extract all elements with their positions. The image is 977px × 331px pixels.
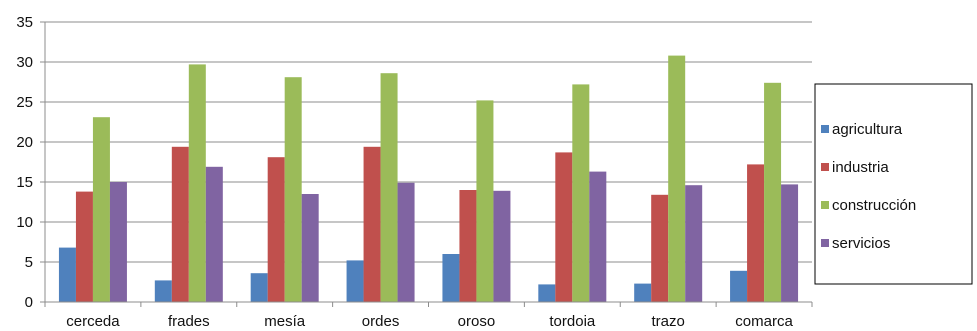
bar-industria-oroso	[459, 190, 477, 302]
legend-label: servicios	[832, 235, 890, 252]
y-tick-label: 20	[16, 134, 33, 151]
bar-agricultura-mesa	[250, 273, 268, 302]
bar-servicios-frades	[205, 166, 223, 302]
legend-swatch	[821, 201, 829, 209]
bar-industria-mesa	[267, 157, 285, 302]
legend-swatch	[821, 239, 829, 247]
y-tick-label: 15	[16, 174, 33, 191]
bar-servicios-cerceda	[109, 182, 127, 302]
legend-label: industria	[832, 159, 889, 176]
bar-agricultura-trazo	[634, 283, 652, 302]
axes: 0 5 10 15 20 25 30 35 cerceda frades mesía ordes oro…	[16, 14, 813, 330]
y-tick-label: 0	[25, 294, 33, 311]
bar-construccin-ordes	[380, 73, 398, 302]
x-tick-label: comarca	[735, 313, 793, 330]
y-tick-label: 5	[25, 254, 33, 271]
bar-industria-comarca	[747, 164, 765, 302]
bar-industria-tordoia	[555, 152, 573, 302]
x-tick-label: cerceda	[66, 313, 120, 330]
bar-industria-cerceda	[75, 191, 93, 302]
bar-industria-ordes	[363, 146, 381, 302]
bar-agricultura-tordoia	[538, 284, 556, 302]
bar-agricultura-frades	[154, 280, 172, 302]
bar-agricultura-cerceda	[58, 247, 76, 302]
legend-box	[814, 83, 973, 285]
x-tick-label: trazo	[652, 313, 685, 330]
bar-industria-trazo	[651, 194, 669, 302]
bar-industria-frades	[171, 146, 189, 302]
bar-servicios-comarca	[781, 184, 799, 302]
bar-construccin-oroso	[476, 100, 494, 303]
x-tick-label: oroso	[458, 313, 496, 330]
legend-swatch	[821, 125, 829, 133]
legend: agricultura industria construcción servicio…	[814, 83, 973, 285]
bar-construccin-mesa	[284, 77, 302, 302]
bar-servicios-tordoia	[589, 171, 607, 302]
y-tick-label: 10	[16, 214, 33, 231]
bar-construccin-tordoia	[572, 84, 590, 303]
bar-servicios-ordes	[397, 182, 415, 302]
bar-construccin-cerceda	[92, 117, 110, 302]
bar-servicios-mesa	[301, 194, 319, 302]
bar-construccin-comarca	[764, 82, 782, 302]
bars	[58, 55, 799, 303]
y-tick-label: 30	[16, 54, 33, 71]
x-tick-label: frades	[168, 313, 210, 330]
x-tick-label: tordoia	[549, 313, 596, 330]
x-tick-label: mesía	[264, 313, 306, 330]
legend-swatch	[821, 163, 829, 171]
bar-agricultura-oroso	[442, 254, 460, 302]
y-tick-label: 35	[16, 14, 33, 31]
x-tick-label: ordes	[362, 313, 400, 330]
legend-label: construcción	[832, 197, 916, 214]
bar-construccin-trazo	[668, 55, 686, 302]
bar-agricultura-ordes	[346, 260, 364, 302]
legend-label: agricultura	[832, 121, 903, 138]
bar-agricultura-comarca	[730, 270, 748, 302]
bar-servicios-trazo	[685, 185, 703, 302]
bar-servicios-oroso	[493, 190, 511, 302]
bar-construccin-frades	[188, 64, 206, 303]
y-tick-label: 25	[16, 94, 33, 111]
